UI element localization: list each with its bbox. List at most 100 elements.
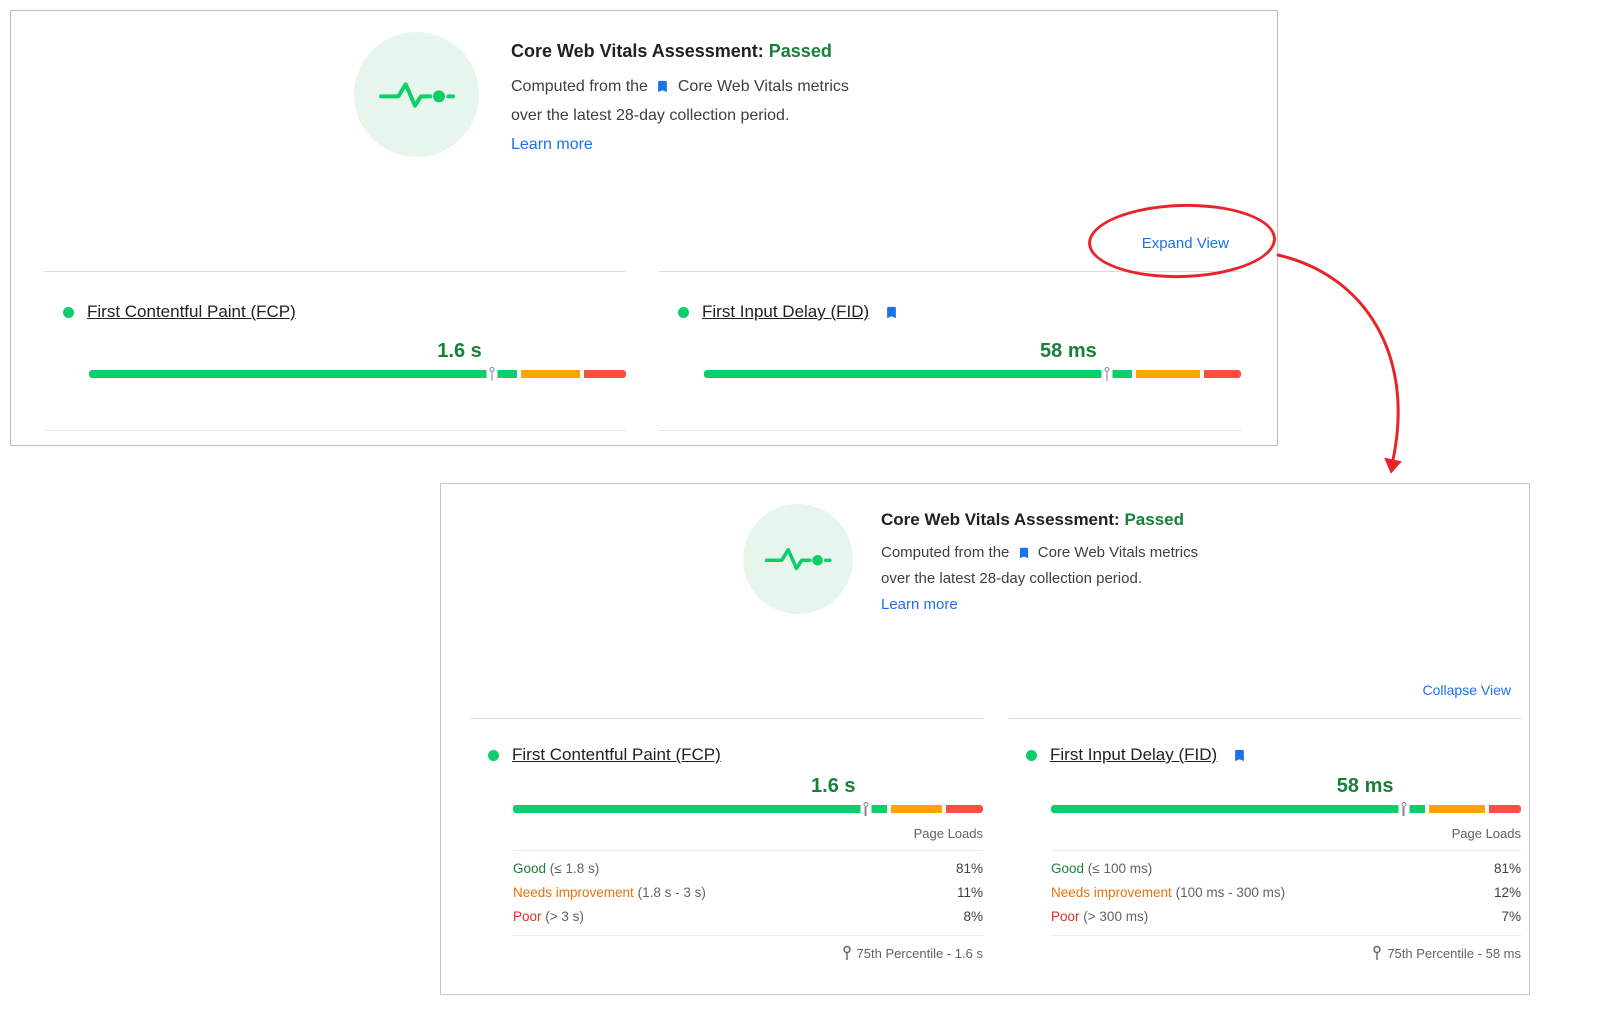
assessment-description: Computed from the Core Web Vitals metric… (881, 540, 1281, 618)
fid-metric-link[interactable]: First Input Delay (FID) (702, 302, 870, 321)
fid-metric-link[interactable]: First Input Delay (FID) (1050, 745, 1218, 764)
fid-value: 58 ms (1040, 340, 1097, 362)
bar-segment-good (89, 370, 518, 378)
cwv-collapsed-panel: Core Web Vitals Assessment: Passed Compu… (10, 10, 1278, 446)
assessment-description-line2: over the latest 28-day collection period… (511, 107, 790, 124)
table-row: Poor (> 3 s) 8% (513, 904, 983, 928)
fcp-distribution-table: Good (≤ 1.8 s) 81% Needs improvement (1.… (513, 850, 983, 928)
bookmark-icon (887, 306, 897, 318)
assessment-title: Core Web Vitals Assessment: Passed (881, 510, 1281, 530)
good-percent: 81% (1493, 860, 1521, 876)
poor-range: (> 300 ms) (1083, 908, 1149, 924)
good-status-dot-icon (678, 306, 689, 318)
fid-value: 58 ms (1336, 775, 1394, 797)
assessment-status-passed: Passed (1124, 510, 1185, 529)
fcp-distribution-bar: 1.6 s (89, 328, 626, 384)
bar-segment-poor (1488, 805, 1521, 813)
poor-label: Poor (513, 908, 542, 924)
bookmark-icon (1235, 749, 1245, 761)
bar-segment-needs-improvement (1429, 805, 1485, 813)
percentile-marker-icon (1398, 802, 1409, 816)
assessment-status-passed: Passed (768, 41, 832, 61)
table-row: Good (≤ 100 ms) 81% (1051, 856, 1521, 880)
good-label: Good (1051, 860, 1085, 876)
good-range: (≤ 100 ms) (1087, 860, 1153, 876)
table-row: Needs improvement (1.8 s - 3 s) 11% (513, 880, 983, 904)
fcp-value: 1.6 s (437, 340, 482, 362)
needs-improvement-percent: 12% (1493, 884, 1521, 900)
good-status-dot-icon (63, 306, 74, 318)
percentile-row: 75th Percentile - 58 ms (1051, 935, 1521, 961)
assessment-description-line2: over the latest 28-day collection period… (881, 570, 1142, 587)
assessment-title-text: Core Web Vitals Assessment: (881, 510, 1120, 529)
bar-segment-poor (583, 370, 626, 378)
fid-metric-summary: First Input Delay (FID) 58 ms (659, 271, 1241, 431)
assessment-header: Core Web Vitals Assessment: Passed Compu… (881, 510, 1281, 618)
poor-percent: 8% (963, 908, 983, 924)
percentile-marker-icon (486, 367, 498, 381)
fid-distribution-table: Good (≤ 100 ms) 81% Needs improvement (1… (1051, 850, 1521, 928)
collapse-view-link[interactable]: Collapse View (1422, 682, 1511, 698)
learn-more-link[interactable]: Learn more (881, 596, 958, 613)
fcp-value: 1.6 s (811, 775, 856, 797)
percentile-pin-icon (1373, 945, 1382, 960)
learn-more-link[interactable]: Learn more (511, 136, 593, 153)
poor-percent: 7% (1501, 908, 1521, 924)
percentile-text: 75th Percentile - 58 ms (1387, 945, 1521, 961)
bar-segment-good (513, 805, 888, 813)
core-web-vitals-pulse-icon (354, 32, 479, 157)
page-loads-label: Page Loads (1451, 826, 1521, 841)
good-status-dot-icon (488, 749, 499, 761)
bar-segment-needs-improvement (1136, 370, 1200, 378)
page-loads-label: Page Loads (913, 826, 983, 841)
description-prefix: Computed from the (511, 78, 648, 95)
cwv-metrics-text: Core Web Vitals metrics (677, 78, 849, 95)
assessment-description-line1: Computed from the Core Web Vitals metric… (511, 72, 951, 101)
percentile-text: 75th Percentile - 1.6 s (856, 945, 983, 961)
percentile-marker-icon (1101, 367, 1113, 381)
assessment-description-line1: Computed from the Core Web Vitals metric… (881, 540, 1281, 566)
percentile-row: 75th Percentile - 1.6 s (513, 935, 983, 961)
core-web-vitals-pulse-icon (743, 504, 853, 614)
needs-improvement-label: Needs improvement (513, 884, 634, 900)
bookmark-icon (1019, 547, 1028, 559)
fcp-metric-detail: First Contentful Paint (FCP) 1.6 s Page … (471, 718, 983, 982)
poor-range: (> 3 s) (545, 908, 584, 924)
table-row: Good (≤ 1.8 s) 81% (513, 856, 983, 880)
poor-label: Poor (1051, 908, 1080, 924)
bookmark-icon (658, 80, 668, 93)
cwv-expanded-panel: Core Web Vitals Assessment: Passed Compu… (440, 483, 1530, 995)
good-percent: 81% (955, 860, 983, 876)
cwv-metrics-text: Core Web Vitals metrics (1037, 544, 1199, 561)
percentile-marker-icon (860, 802, 871, 816)
fcp-metric-link[interactable]: First Contentful Paint (FCP) (512, 745, 721, 764)
assessment-header: Core Web Vitals Assessment: Passed Compu… (511, 41, 951, 159)
good-range: (≤ 1.8 s) (549, 860, 600, 876)
bar-segment-needs-improvement (891, 805, 943, 813)
bar-segment-poor (1203, 370, 1241, 378)
bar-segment-poor (946, 805, 983, 813)
bar-segment-good (1051, 805, 1426, 813)
good-status-dot-icon (1026, 749, 1037, 761)
distribution-bar (513, 805, 983, 813)
needs-improvement-range: (1.8 s - 3 s) (637, 884, 706, 900)
table-row: Needs improvement (100 ms - 300 ms) 12% (1051, 880, 1521, 904)
distribution-bar (704, 370, 1241, 378)
distribution-bar (89, 370, 626, 378)
fid-distribution-bar: 58 ms (704, 328, 1241, 384)
percentile-pin-icon (842, 945, 851, 960)
needs-improvement-range: (100 ms - 300 ms) (1175, 884, 1286, 900)
bar-segment-good (704, 370, 1133, 378)
good-label: Good (513, 860, 547, 876)
assessment-description: Computed from the Core Web Vitals metric… (511, 72, 951, 159)
table-row: Poor (> 300 ms) 7% (1051, 904, 1521, 928)
needs-improvement-label: Needs improvement (1051, 884, 1172, 900)
assessment-title: Core Web Vitals Assessment: Passed (511, 41, 951, 62)
assessment-title-text: Core Web Vitals Assessment: (511, 41, 764, 61)
fcp-metric-summary: First Contentful Paint (FCP) 1.6 s (44, 271, 626, 431)
expand-view-link[interactable]: Expand View (1141, 235, 1229, 252)
fcp-distribution-bar: 1.6 s (513, 769, 983, 819)
description-prefix: Computed from the (881, 544, 1010, 561)
fcp-metric-link[interactable]: First Contentful Paint (FCP) (87, 302, 296, 321)
